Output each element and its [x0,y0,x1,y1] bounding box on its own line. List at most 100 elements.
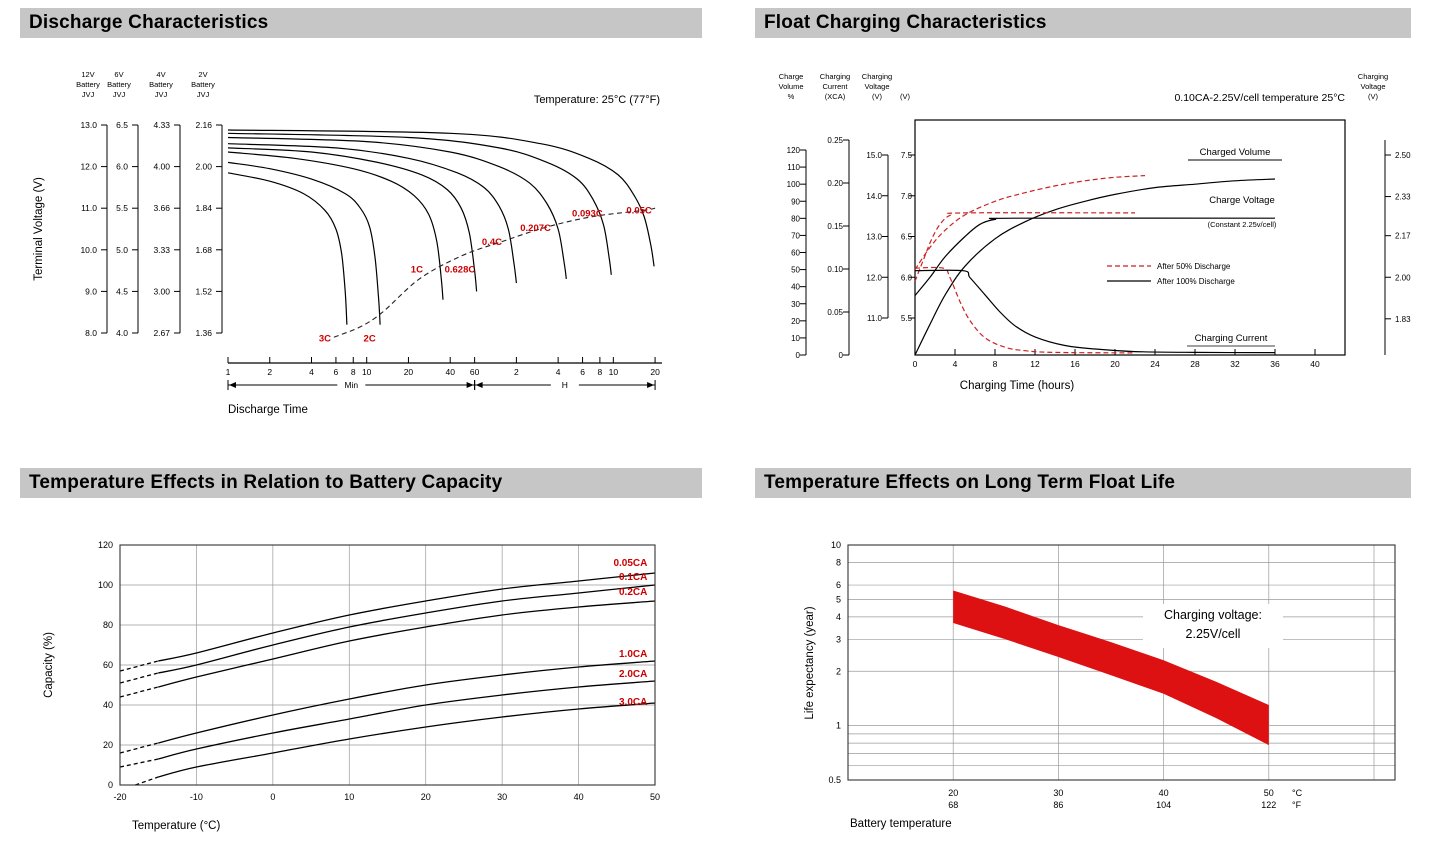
tick-label: 0.20 [827,179,843,188]
tick-label: 1.83 [1395,315,1411,324]
series-0.05C [227,129,655,267]
series-label-0.628C: 0.628C [445,265,476,276]
axis-title: (V) [1368,92,1379,101]
tick-label: 90 [791,197,800,206]
series-0.2CA-dashed [119,686,159,698]
tick-label: 120 [787,146,801,155]
tick-label: 60 [103,660,113,670]
axis-title: 2V [198,70,207,79]
series-0.05CA [158,572,656,662]
arrowhead [229,382,236,388]
series-1C [227,151,444,300]
tick-label: -10 [190,792,203,802]
tick-label: 7.5 [901,151,913,160]
cutoff-line [333,207,656,338]
panel-header-discharge: Discharge Characteristics [20,8,702,38]
tick-label: 40 [445,367,455,377]
axis-title: (V) [872,92,883,101]
series-charge-voltage-100 [914,217,1276,296]
tick-label: 20 [404,367,414,377]
panel-title: Temperature Effects in Relation to Batte… [29,472,503,493]
tick-label: 15.0 [866,151,882,160]
tick-label: 3.00 [153,286,170,296]
axis-title: % [788,92,795,101]
tick-label: 120 [98,540,113,550]
tick-label: 40 [574,792,584,802]
series-label-0.4C: 0.4C [482,237,502,248]
tick-label: 6.5 [901,233,913,242]
tick-label: 20 [791,317,800,326]
tick-label: 80 [791,214,800,223]
series-charging-current-50 [914,266,1136,354]
axis-title: Voltage [864,82,889,91]
tick-label: 60 [791,249,800,258]
tick-label: 5.5 [116,203,128,213]
tick-label: 6.5 [116,120,128,130]
tick-label: 20 [650,367,660,377]
tick-label: 100 [787,180,801,189]
series-0.1CA-dashed [119,672,159,684]
tick-label: 3.66 [153,203,170,213]
x-axis-title: Charging Time (hours) [960,380,1075,392]
curve-label-charging-current: Charging Current [1195,333,1268,344]
series-0.05CA-dashed [119,660,159,672]
tick-label: 8 [351,367,356,377]
float-charging-chart: 1201101009080706050403020100ChargeVolume… [778,72,1411,392]
tick-label: 10 [609,367,619,377]
tick-label: 0 [270,792,275,802]
float-life-band [953,590,1269,746]
tick-label: 36 [1270,359,1280,369]
panel-header-float-life: Temperature Effects on Long Term Float L… [755,468,1411,498]
tick-label: 11.0 [867,314,883,323]
tick-label: 4 [309,367,314,377]
y-axis-title: Capacity (%) [43,632,55,698]
curve-label-constant: (Constant 2.25v/cell) [1208,220,1277,229]
axis-title: Voltage [1360,82,1385,91]
plot-frame [119,544,656,786]
axis-title: JVJ [197,90,210,99]
series-charged-volume-100 [914,178,1276,356]
tick-label: 10 [831,540,841,550]
tick-label: 8 [993,359,998,369]
float-life-chart: 1086543210.5206830864010450122°C°FChargi… [804,540,1396,830]
tick-label: 14.0 [866,192,882,201]
axis-title: JVJ [155,90,168,99]
tick-label: 10 [362,367,372,377]
span-label: H [562,380,568,390]
plot-frame [847,544,1396,781]
tick-label: 11.0 [81,203,97,213]
unit-label-fahrenheit: °F [1292,800,1302,810]
tick-label: 1.68 [195,245,212,255]
series-0.2CA [158,600,656,688]
series-2.0CA-dashed [119,758,159,768]
tick-label: 0.05 [827,308,843,317]
panel-header-float-charging: Float Charging Characteristics [755,8,1411,38]
tick-label: 2.33 [1395,193,1411,202]
tick-label: 0.25 [827,136,843,145]
series-label-0.093C: 0.093C [572,209,603,220]
tick-label: 0.15 [827,222,843,231]
axis-title: JVJ [113,90,126,99]
axis-title: Battery [191,80,215,89]
plot-frame [914,119,1346,356]
panel-title: Float Charging Characteristics [764,12,1047,33]
tick-label: 50 [650,792,660,802]
tick-label: 0.10 [827,265,843,274]
tick-label: 2.00 [195,162,212,172]
span-label: Min [344,380,358,390]
tick-label: 40 [103,700,113,710]
series-charged-volume-50 [914,175,1146,270]
tick-label: 28 [1190,359,1200,369]
annotation-bg [1143,604,1283,648]
series-0.4C [227,143,517,284]
tick-label: 0 [839,351,844,360]
axis-title: Volume [778,82,803,91]
tick-label-fahrenheit: 68 [948,800,958,810]
curve-label-charged-volume: Charged Volume [1200,147,1271,158]
tick-label: 30 [497,792,507,802]
legend-label: After 50% Discharge [1157,262,1231,271]
series-label-1.0CA: 1.0CA [619,649,647,660]
tick-label: 20 [421,792,431,802]
tick-label: 0 [108,780,113,790]
